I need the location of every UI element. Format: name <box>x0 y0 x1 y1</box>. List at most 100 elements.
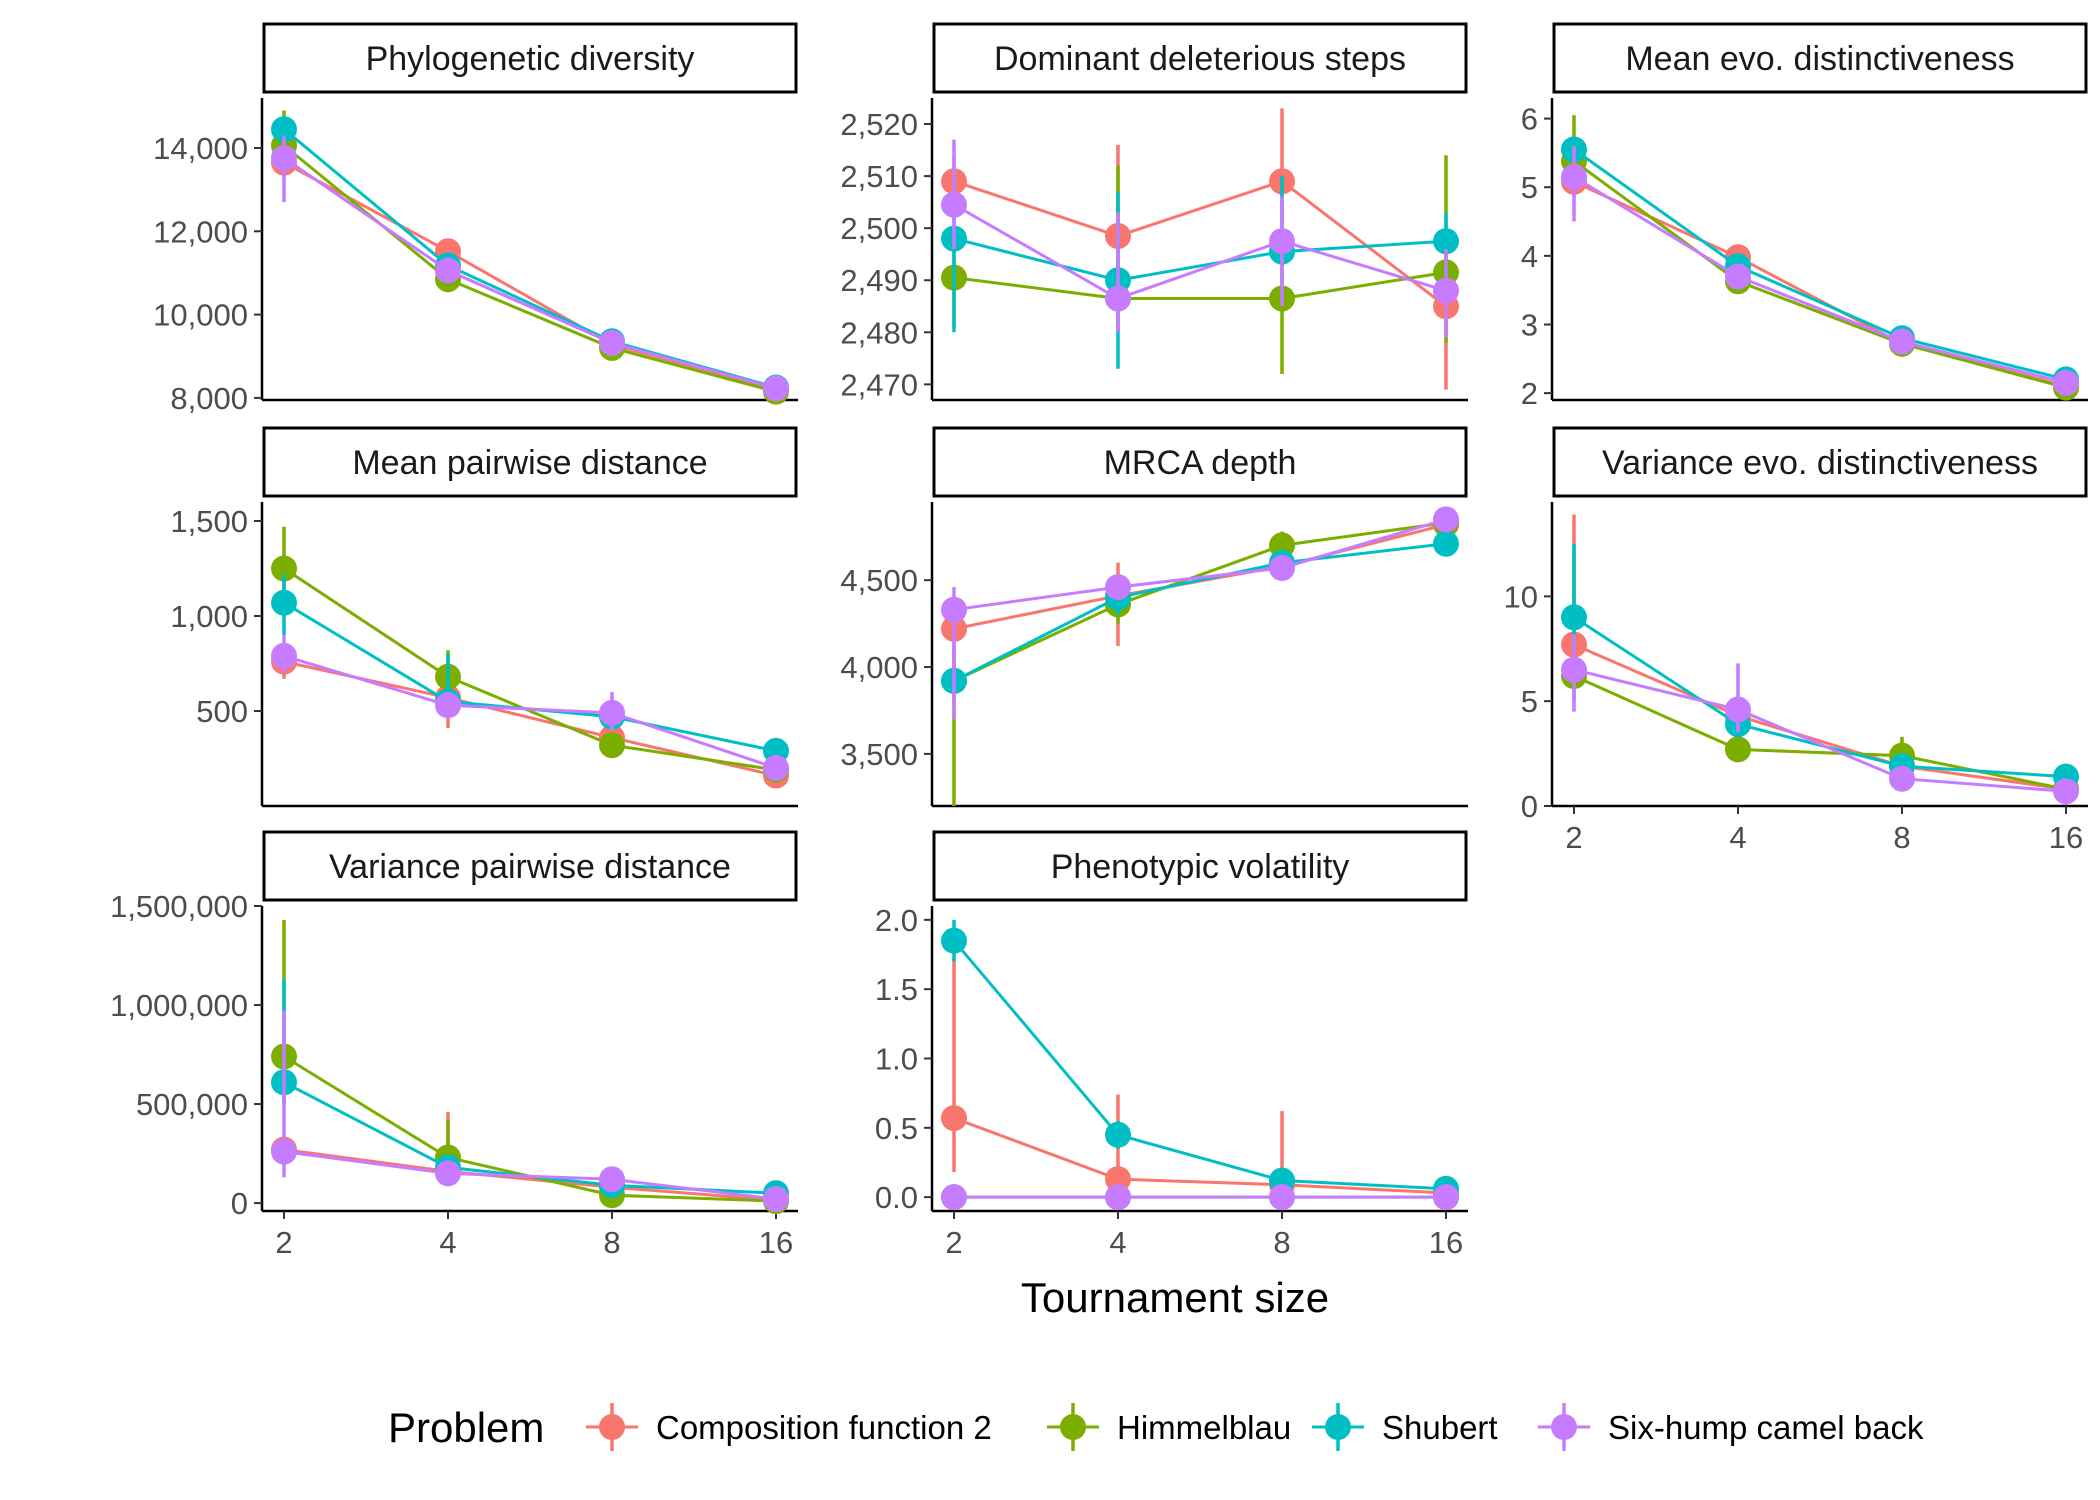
series-six-hump-camel-back <box>941 506 1459 720</box>
y-tick-label: 2,500 <box>840 211 918 246</box>
y-tick-label: 0.5 <box>875 1111 918 1146</box>
x-tick-label: 4 <box>1729 820 1746 855</box>
data-point <box>1105 285 1131 312</box>
panel-strip <box>1552 426 2088 498</box>
panel-strip <box>1552 22 2088 94</box>
panel-title: Variance evo. distinctiveness <box>1602 444 2038 482</box>
series-line <box>1573 175 2067 385</box>
series-himmelblau <box>271 526 789 783</box>
data-point <box>1433 1184 1459 1211</box>
data-point <box>599 1166 625 1193</box>
y-tick-label: 1,500,000 <box>110 889 248 924</box>
series-himmelblau <box>941 509 1459 806</box>
series-line <box>953 270 1447 300</box>
series-line <box>952 939 1447 1191</box>
series-shubert <box>271 116 789 401</box>
y-tick-label: 10,000 <box>153 298 248 333</box>
series-shubert <box>271 979 789 1207</box>
y-tick-label: 5 <box>1521 684 1538 719</box>
y-tick-label: 4,500 <box>840 563 918 598</box>
legend: Problem Composition function 2 Himmelblau S… <box>388 1403 1924 1451</box>
data-point <box>271 144 297 171</box>
y-tick-label: 1,500 <box>170 504 248 539</box>
panel-title: Mean pairwise distance <box>352 444 707 482</box>
series-line <box>953 517 1447 612</box>
y-tick-label: 1,000,000 <box>110 988 248 1023</box>
data-point <box>941 927 967 954</box>
x-tick-label: 16 <box>1429 1225 1463 1260</box>
data-point <box>1269 228 1295 255</box>
data-point <box>1433 530 1459 557</box>
series-line <box>953 542 1447 683</box>
series-line <box>283 654 777 770</box>
series-shubert <box>271 574 789 764</box>
data-point <box>599 732 625 759</box>
series-six-hump-camel-back <box>271 135 789 402</box>
y-tick-label: 1,000 <box>170 599 248 634</box>
series-six-hump-camel-back <box>1561 634 2079 805</box>
panel-title: Mean evo. distinctiveness <box>1625 40 2014 78</box>
legend-item-himmelblau: Himmelblau <box>1047 1403 1291 1451</box>
data-point <box>1433 277 1459 304</box>
series-himmelblau <box>271 919 789 1215</box>
series-composition-function-2 <box>271 648 789 789</box>
series-line <box>283 1148 777 1202</box>
x-tick-label: 8 <box>1273 1225 1290 1260</box>
panel-phylogenetic-diversity: Phylogenetic diversity 8,000 10,000 12,000 1… <box>153 22 798 416</box>
x-tick-label: 16 <box>759 1225 793 1260</box>
series-line <box>1573 668 2067 793</box>
data-point <box>941 191 967 218</box>
series-composition-function-2 <box>941 511 1459 668</box>
series-line <box>283 144 777 394</box>
legend-key-point <box>1325 1414 1351 1440</box>
panel-title: Variance pairwise distance <box>329 848 731 886</box>
x-axis-title: Tournament size <box>1021 1274 1329 1321</box>
y-tick-label: 2,480 <box>840 315 918 350</box>
y-tick-label: 500,000 <box>136 1087 248 1122</box>
data-point <box>1889 765 1915 792</box>
series-shubert <box>1561 136 2079 393</box>
y-tick-label: 2,470 <box>840 367 918 402</box>
data-point <box>1105 1184 1131 1211</box>
series-composition-function-2 <box>271 149 789 403</box>
data-point <box>1433 228 1459 255</box>
series-line <box>283 1150 777 1201</box>
legend-key-point <box>1060 1414 1086 1440</box>
data-point <box>1561 604 1587 631</box>
data-point <box>2053 778 2079 805</box>
panel-title: Phylogenetic diversity <box>366 40 695 78</box>
panel-variance-pairwise-distance: Variance pairwise distance 0 500,000 1,000,… <box>110 830 798 1260</box>
panel-strip <box>262 426 798 498</box>
panel-title: MRCA depth <box>1104 444 1297 482</box>
series-line <box>283 161 777 391</box>
data-point <box>1105 574 1131 601</box>
y-tick-label: 0 <box>231 1186 248 1221</box>
panel-dominant-deleterious-steps: Dominant deleterious steps 2,470 2,480 2,49… <box>840 22 1468 402</box>
panel-strip <box>932 830 1468 902</box>
series-line <box>953 521 1447 683</box>
data-point <box>1889 328 1915 355</box>
data-point <box>763 755 789 781</box>
x-tick-label: 2 <box>1565 820 1582 855</box>
data-point <box>435 1160 461 1187</box>
y-tick-label: 2 <box>1521 376 1538 411</box>
panel-strip <box>262 22 798 94</box>
x-tick-label: 8 <box>1893 820 1910 855</box>
data-point <box>941 1105 967 1132</box>
data-point <box>271 1138 297 1165</box>
y-tick-label: 10 <box>1504 579 1538 614</box>
series-line <box>1573 180 2067 388</box>
series-six-hump-camel-back <box>1561 146 2079 396</box>
series-himmelblau <box>1561 115 2079 401</box>
series-six-hump-camel-back <box>271 1010 789 1213</box>
series-line <box>953 237 1447 282</box>
legend-item-shubert: Shubert <box>1312 1403 1498 1451</box>
panel-title: Phenotypic volatility <box>1051 848 1350 886</box>
panels-layer: Phylogenetic diversity 8,000 10,000 12,000 1… <box>110 22 2088 1260</box>
legend-label: Himmelblau <box>1117 1409 1291 1446</box>
series-composition-function-2 <box>941 108 1459 390</box>
series-line <box>1573 643 2067 791</box>
y-tick-label: 0 <box>1521 789 1538 824</box>
data-point <box>941 596 967 623</box>
series-line <box>953 179 1447 308</box>
